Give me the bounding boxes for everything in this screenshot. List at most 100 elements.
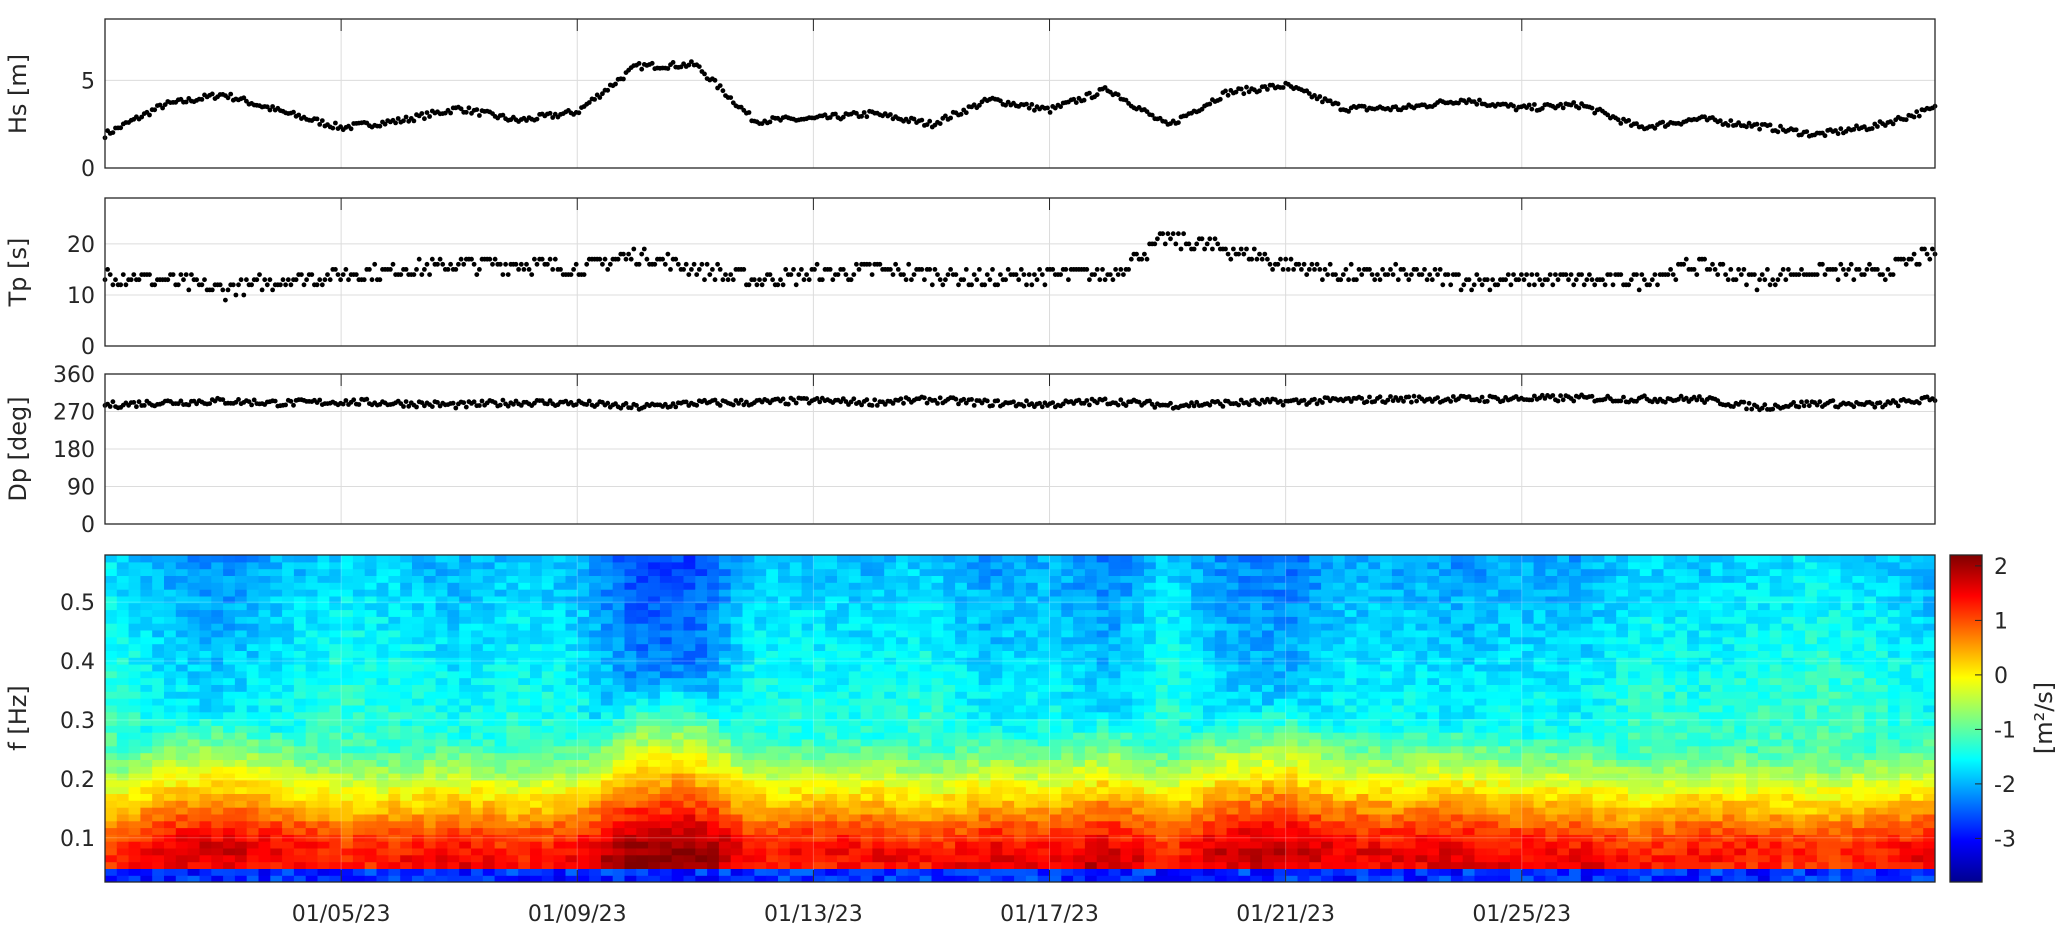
spectrum-cell	[317, 589, 330, 597]
spectrum-cell	[128, 589, 141, 597]
tp-point	[754, 282, 760, 288]
hs-point	[393, 120, 398, 126]
spectrum-cell	[211, 745, 224, 754]
spectrum-cell	[105, 745, 118, 754]
tp-point	[1655, 282, 1660, 288]
spectrum-cell	[754, 847, 767, 856]
spectrum-cell	[600, 602, 614, 611]
tp-point	[1348, 261, 1354, 267]
hs-point	[377, 123, 383, 129]
spectrum-cell	[541, 807, 555, 815]
spectrum-cell	[612, 820, 626, 829]
spectrum-cell	[376, 691, 389, 699]
spectrum-cell	[152, 807, 165, 815]
tp-point	[1508, 282, 1514, 288]
spectrum-cell	[718, 623, 732, 631]
spectrum-cell	[494, 575, 507, 583]
spectrum-cell	[766, 752, 779, 760]
spectrum-cell	[565, 738, 578, 747]
spectrum-cell	[494, 643, 507, 651]
spectrum-cell	[506, 766, 519, 774]
tp-point	[1097, 277, 1103, 283]
spectrum-cell	[577, 834, 590, 842]
spectrum-cell	[376, 677, 389, 685]
spectrum-cell	[435, 793, 448, 801]
dp-point	[500, 397, 506, 403]
spectrum-cell	[234, 854, 248, 863]
spectrum-cell	[199, 555, 212, 563]
spectrum-cell	[164, 786, 177, 794]
spectrum-cell	[754, 657, 767, 665]
spectrum-cell	[600, 623, 614, 631]
spectrum-cell	[718, 854, 732, 863]
spectrum-cell	[364, 629, 378, 638]
spectrum-cell	[305, 841, 319, 849]
spectrum-cell	[305, 786, 319, 794]
spectrum-cell	[707, 766, 720, 774]
spectrum-cell	[624, 738, 637, 747]
spectrum-cell	[234, 738, 248, 747]
spectrum-cell	[199, 629, 212, 638]
tp-point	[136, 277, 142, 283]
spectrum-cell	[553, 800, 566, 808]
spectrum-cell	[553, 752, 566, 760]
tp-point	[1487, 287, 1493, 293]
tp-point	[662, 261, 668, 267]
spectrum-cell	[128, 847, 141, 856]
spectrum-cell	[246, 561, 260, 570]
dp-point	[1102, 396, 1108, 402]
spectrum-cell	[718, 868, 732, 876]
spectrum-cell	[175, 711, 189, 720]
spectrum-cell	[730, 847, 744, 856]
spectrum-cell	[293, 759, 307, 767]
spectrum-cell	[282, 698, 295, 706]
spectrum-cell	[293, 582, 307, 590]
spectrum-cell	[541, 670, 555, 679]
spectrum-cell	[612, 725, 626, 733]
tp-point	[1432, 267, 1438, 272]
dp-point	[1385, 397, 1391, 403]
spectrum-cell	[624, 616, 637, 624]
spectrum-cell	[305, 664, 319, 672]
spectrum-cell	[659, 711, 673, 720]
spectrum-cell	[648, 800, 661, 808]
tp-point	[665, 251, 671, 257]
spectrum-cell	[341, 834, 354, 842]
spectrum-cell	[459, 847, 472, 856]
spectrum-cell	[258, 629, 271, 638]
tp-point	[238, 277, 244, 283]
tp-point	[717, 267, 723, 272]
spectrum-cell	[624, 820, 637, 829]
spectrum-cell	[553, 718, 566, 726]
tp-point	[513, 261, 519, 267]
spectrum-cell	[494, 725, 507, 733]
spectrum-cell	[730, 670, 744, 679]
spectrum-cell	[707, 773, 720, 781]
spectrum-cell	[400, 677, 413, 685]
spectrum-cell	[246, 813, 260, 822]
spectrum-cell	[482, 691, 496, 699]
tp-point	[730, 277, 736, 283]
spectrum-cell	[329, 745, 342, 754]
spectrum-cell	[211, 773, 224, 781]
spectrum-cell	[388, 820, 401, 829]
spectrum-cell	[341, 813, 354, 822]
spectrum-cell	[282, 582, 295, 590]
spectrum-cell	[234, 786, 248, 794]
spectrum-cell	[305, 738, 319, 747]
tp-point	[398, 272, 404, 277]
spectrum-cell	[754, 718, 767, 726]
tp-point	[1338, 277, 1344, 283]
spectrum-cell	[246, 827, 260, 835]
spectrum-cell	[282, 636, 295, 645]
hs-point	[160, 105, 166, 111]
spectrum-cell	[648, 582, 661, 590]
spectrum-cell	[471, 813, 484, 822]
spectrum-cell	[482, 698, 496, 706]
spectrum-cell	[766, 582, 779, 590]
spectrum-cell	[223, 738, 236, 747]
spectrum-cell	[199, 807, 212, 815]
spectrum-cell	[246, 698, 260, 706]
spectrum-cell	[270, 786, 283, 794]
spectrum-cell	[164, 582, 177, 590]
